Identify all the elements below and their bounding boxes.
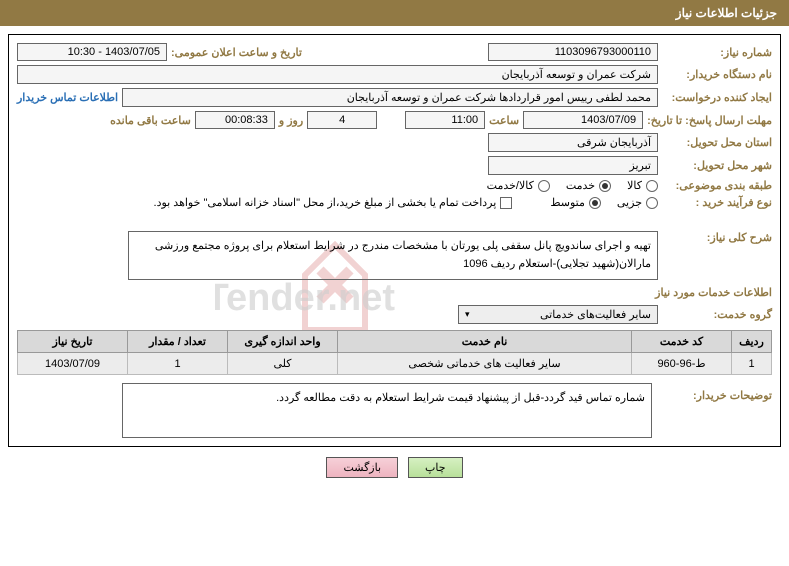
label-need-no: شماره نیاز: xyxy=(662,46,772,59)
td-name: سایر فعالیت های خدماتی شخصی xyxy=(338,353,632,375)
radio-label-service: خدمت xyxy=(566,179,595,192)
field-need-no: 1103096793000110 xyxy=(488,43,658,61)
table-header-row: ردیف کد خدمت نام خدمت واحد اندازه گیری ت… xyxy=(18,331,772,353)
buyer-contact-link[interactable]: اطلاعات تماس خریدار xyxy=(17,91,118,104)
service-group-select[interactable]: سایر فعالیت‌های خدماتی ▾ xyxy=(458,305,658,324)
radio-label-goods-service: کالا/خدمت xyxy=(487,179,534,192)
td-idx: 1 xyxy=(732,353,772,375)
label-announce-dt: تاریخ و ساعت اعلان عمومی: xyxy=(171,46,302,59)
radio-service[interactable]: خدمت xyxy=(566,179,611,192)
td-code: ط-96-960 xyxy=(632,353,732,375)
field-announce-dt: 1403/07/05 - 10:30 xyxy=(17,43,167,61)
service-group-value: سایر فعالیت‌های خدماتی xyxy=(540,308,651,321)
th-date: تاریخ نیاز xyxy=(18,331,128,353)
radio-dot-partial xyxy=(646,197,658,209)
row-need-desc: شرح کلی نیاز: تهیه و اجرای ساندویچ پانل … xyxy=(17,231,772,280)
purchase-type-radio-group: جزیی متوسط xyxy=(550,196,658,209)
th-qty: تعداد / مقدار xyxy=(128,331,228,353)
label-days-and: روز و xyxy=(279,114,303,127)
row-province: استان محل تحویل: آذربایجان شرقی xyxy=(17,133,772,152)
treasury-checkbox[interactable] xyxy=(500,197,512,209)
radio-dot-goods-service xyxy=(538,180,550,192)
field-need-desc: تهیه و اجرای ساندویچ پانل سقفی پلی یورتا… xyxy=(128,231,658,280)
label-buyer-notes: توضیحات خریدار: xyxy=(662,383,772,438)
label-category: طبقه بندی موضوعی: xyxy=(662,179,772,192)
back-button[interactable]: بازگشت xyxy=(326,457,398,478)
treasury-label: پرداخت تمام یا بخشی از مبلغ خرید،از محل … xyxy=(154,196,497,209)
row-deadline: مهلت ارسال پاسخ: تا تاریخ: 1403/07/09 سا… xyxy=(17,111,772,129)
field-buyer-notes: شماره تماس قید گردد-قبل از پیشنهاد قیمت … xyxy=(122,383,652,438)
label-buyer-org: نام دستگاه خریدار: xyxy=(662,68,772,81)
field-deadline-date: 1403/07/09 xyxy=(523,111,643,129)
buttons-row: چاپ بازگشت xyxy=(0,457,789,478)
radio-medium[interactable]: متوسط xyxy=(550,196,601,209)
label-city: شهر محل تحویل: xyxy=(662,159,772,172)
label-hour: ساعت xyxy=(489,114,519,127)
label-remaining: ساعت باقی مانده xyxy=(110,114,191,127)
label-requester: ایجاد کننده درخواست: xyxy=(662,91,772,104)
category-radio-group: کالا خدمت کالا/خدمت xyxy=(487,179,658,192)
field-remaining-time: 00:08:33 xyxy=(195,111,275,129)
field-city: تبریز xyxy=(488,156,658,175)
print-button[interactable]: چاپ xyxy=(408,457,463,478)
row-buyer-notes: توضیحات خریدار: شماره تماس قید گردد-قبل … xyxy=(17,383,772,438)
radio-goods[interactable]: کالا xyxy=(627,179,658,192)
row-service-group: گروه خدمت: سایر فعالیت‌های خدماتی ▾ xyxy=(17,305,772,324)
label-deadline: مهلت ارسال پاسخ: تا تاریخ: xyxy=(647,114,772,127)
section-services-info: اطلاعات خدمات مورد نیاز xyxy=(17,286,772,299)
radio-label-partial: جزیی xyxy=(617,196,642,209)
field-requester: محمد لطفی رییس امور قراردادها شرکت عمران… xyxy=(122,88,658,107)
row-requester: ایجاد کننده درخواست: محمد لطفی رییس امور… xyxy=(17,88,772,107)
main-form: AriaTender.net شماره نیاز: 1103096793000… xyxy=(8,34,781,447)
td-unit: کلی xyxy=(228,353,338,375)
title-bar: جزئیات اطلاعات نیاز xyxy=(0,0,789,26)
th-code: کد خدمت xyxy=(632,331,732,353)
services-table: ردیف کد خدمت نام خدمت واحد اندازه گیری ت… xyxy=(17,330,772,375)
radio-label-medium: متوسط xyxy=(550,196,585,209)
th-unit: واحد اندازه گیری xyxy=(228,331,338,353)
radio-partial[interactable]: جزیی xyxy=(617,196,658,209)
row-purchase-type: نوع فرآیند خرید : جزیی متوسط پرداخت تمام… xyxy=(17,196,772,209)
label-province: استان محل تحویل: xyxy=(662,136,772,149)
table-row: 1 ط-96-960 سایر فعالیت های خدماتی شخصی ک… xyxy=(18,353,772,375)
row-city: شهر محل تحویل: تبریز xyxy=(17,156,772,175)
row-buyer-org: نام دستگاه خریدار: شرکت عمران و توسعه آذ… xyxy=(17,65,772,84)
radio-dot-goods xyxy=(646,180,658,192)
field-buyer-org: شرکت عمران و توسعه آذربایجان xyxy=(17,65,658,84)
radio-dot-medium xyxy=(589,197,601,209)
row-category: طبقه بندی موضوعی: کالا خدمت کالا/خدمت xyxy=(17,179,772,192)
th-row: ردیف xyxy=(732,331,772,353)
field-days: 4 xyxy=(307,111,377,129)
radio-goods-service[interactable]: کالا/خدمت xyxy=(487,179,550,192)
label-service-group: گروه خدمت: xyxy=(662,308,772,321)
td-qty: 1 xyxy=(128,353,228,375)
row-need-no: شماره نیاز: 1103096793000110 تاریخ و ساع… xyxy=(17,43,772,61)
chevron-down-icon: ▾ xyxy=(465,309,470,320)
field-province: آذربایجان شرقی xyxy=(488,133,658,152)
radio-dot-service xyxy=(599,180,611,192)
page-title: جزئیات اطلاعات نیاز xyxy=(676,6,777,20)
td-date: 1403/07/09 xyxy=(18,353,128,375)
field-deadline-hour: 11:00 xyxy=(405,111,485,129)
radio-label-goods: کالا xyxy=(627,179,642,192)
label-need-desc: شرح کلی نیاز: xyxy=(662,231,772,244)
th-name: نام خدمت xyxy=(338,331,632,353)
label-purchase-type: نوع فرآیند خرید : xyxy=(662,196,772,209)
